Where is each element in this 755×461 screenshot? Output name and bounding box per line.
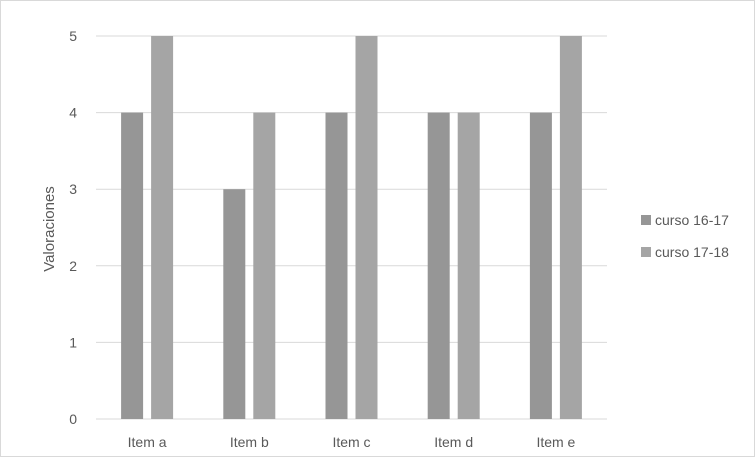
x-axis-ticks: Item a Item b Item c Item d Item e — [128, 434, 576, 450]
legend-swatch-1 — [641, 215, 651, 225]
bars — [121, 36, 582, 419]
y-tick-label: 1 — [69, 334, 77, 350]
x-tick-label: Item c — [332, 434, 370, 450]
bar-series1-2 — [223, 189, 246, 419]
y-tick-label: 0 — [69, 411, 77, 427]
y-axis-ticks: 0 1 2 3 4 5 — [69, 28, 77, 427]
gridlines — [96, 35, 607, 420]
bar-series2-3 — [355, 36, 378, 419]
y-tick-label: 5 — [69, 28, 77, 44]
x-tick-label: Item e — [536, 434, 575, 450]
bar-series2-5 — [559, 36, 582, 419]
bar-series2-1 — [151, 36, 174, 419]
y-axis-title: Valoraciones — [41, 186, 58, 272]
bar-series1-3 — [325, 112, 348, 419]
x-tick-label: Item a — [128, 434, 167, 450]
y-tick-label: 4 — [69, 105, 77, 121]
x-tick-label: Item b — [230, 434, 269, 450]
bar-series2-4 — [457, 112, 480, 419]
legend: curso 16-17 curso 17-18 — [641, 212, 729, 260]
x-tick-label: Item d — [434, 434, 473, 450]
bar-series1-4 — [427, 112, 450, 419]
legend-swatch-2 — [641, 247, 651, 257]
bar-series1-1 — [121, 112, 144, 419]
legend-label-1: curso 16-17 — [655, 212, 729, 228]
legend-label-2: curso 17-18 — [655, 244, 729, 260]
y-tick-label: 2 — [69, 258, 77, 274]
bar-series2-2 — [253, 112, 276, 419]
bar-series1-5 — [529, 112, 552, 419]
y-tick-label: 3 — [69, 181, 77, 197]
